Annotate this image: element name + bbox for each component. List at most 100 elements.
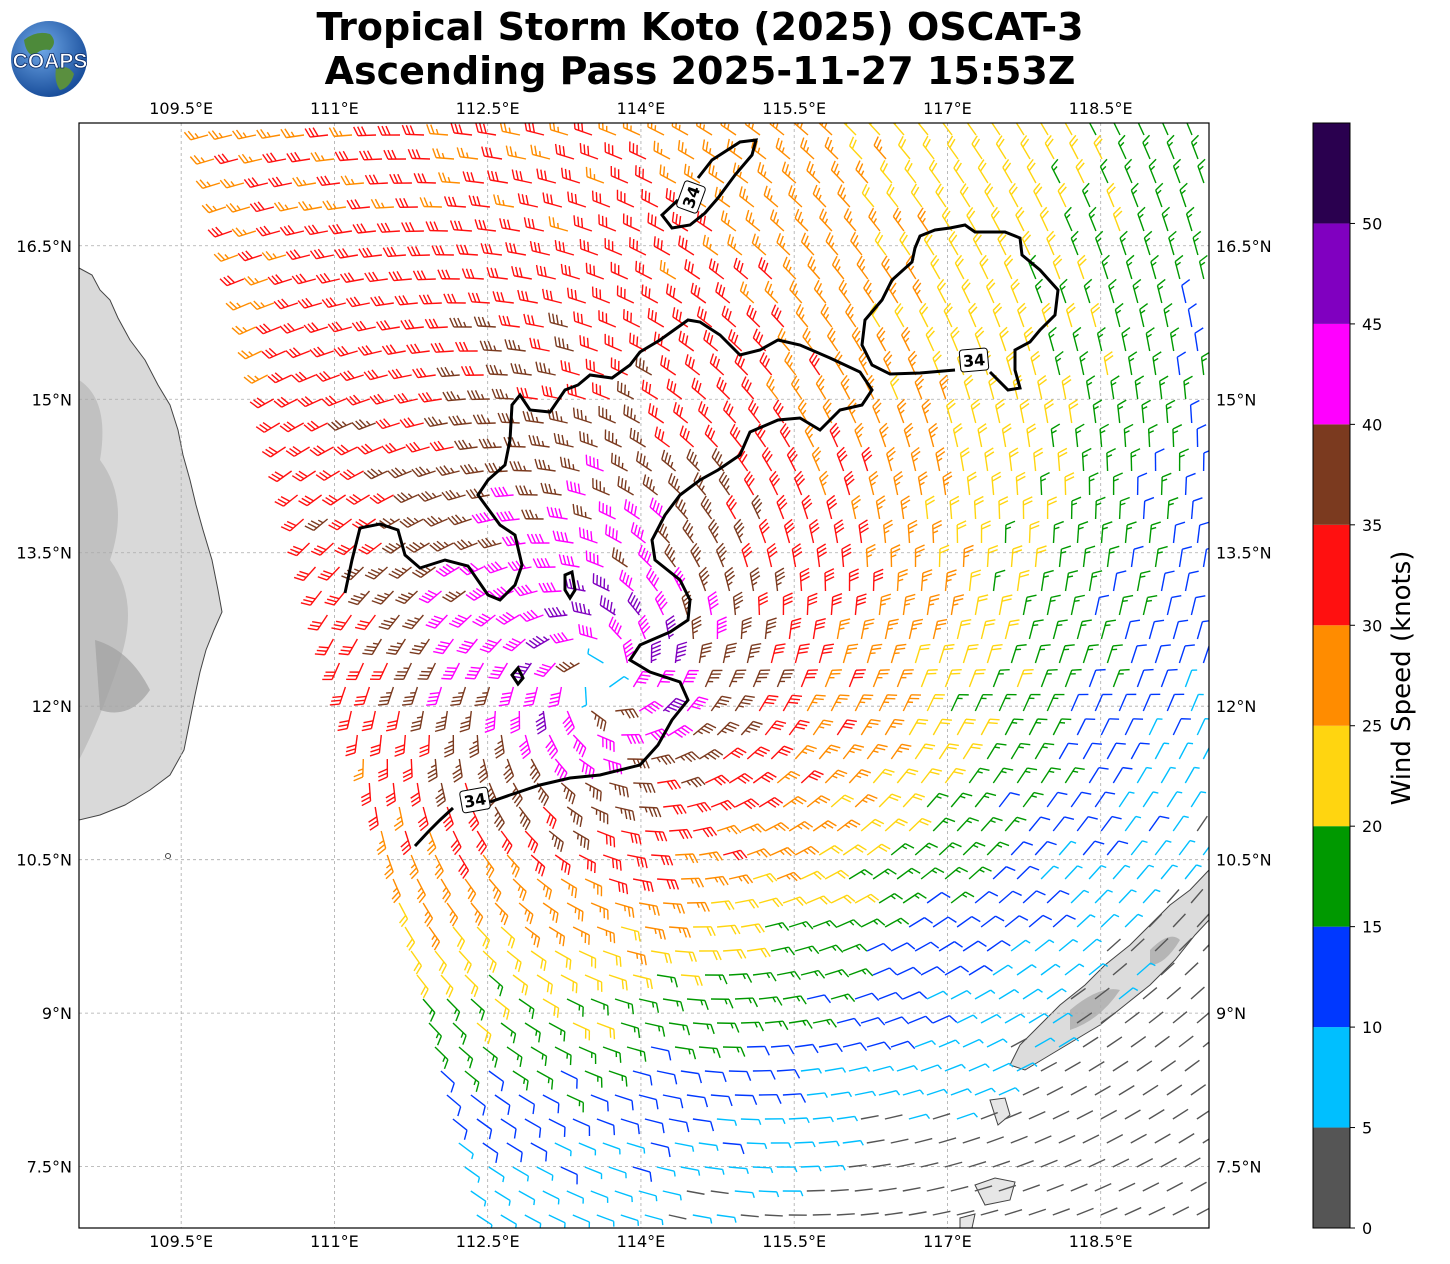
wind-barb (300, 590, 323, 606)
wind-barb (1190, 595, 1206, 616)
wind-barb (426, 124, 449, 136)
wind-barb (635, 260, 653, 280)
wind-barb (879, 160, 893, 184)
wind-barb (388, 270, 412, 282)
wind-barb (441, 489, 466, 501)
wind-barb (388, 566, 412, 579)
wind-barb (861, 446, 873, 472)
wind-barb (889, 374, 900, 400)
wind-barb (698, 642, 713, 664)
wind-barb (720, 210, 737, 232)
wind-barb (255, 225, 281, 237)
wind-barb (1058, 644, 1075, 664)
wind-barb (1172, 619, 1189, 640)
wind-barb (943, 302, 953, 328)
wind-barb (808, 518, 820, 544)
wind-barb (418, 294, 442, 305)
wind-barb (1197, 158, 1206, 184)
wind-barb (431, 245, 454, 256)
wind-barb (321, 297, 346, 309)
wind-barb (770, 304, 785, 328)
wind-barb (924, 495, 935, 520)
wind-barb (425, 221, 448, 232)
wind-barb (1117, 134, 1127, 160)
wind-barb (950, 326, 960, 352)
wind-barb (442, 590, 466, 603)
wind-barb (1004, 718, 1024, 736)
wind-barb (635, 451, 652, 472)
wind-barb (848, 568, 859, 592)
wind-barb (488, 662, 509, 680)
wind-barb (503, 758, 515, 784)
wind-barb (1136, 570, 1151, 592)
wind-barb (816, 543, 828, 568)
wind-barb (722, 747, 747, 760)
wind-barb (766, 542, 778, 568)
wind-barb (616, 285, 635, 304)
wind-barb (910, 183, 923, 208)
wind-barb (478, 438, 502, 449)
wind-barb (492, 291, 514, 304)
wind-barb (759, 352, 773, 376)
wind-barb (183, 130, 209, 141)
wind-barb (345, 493, 370, 505)
wind-barb (963, 374, 974, 400)
wind-barb (1076, 619, 1092, 640)
wind-barb (540, 482, 562, 496)
wind-barb (1130, 742, 1150, 760)
wind-barb (542, 192, 563, 208)
wind-barb (629, 332, 647, 352)
wind-barb (637, 614, 651, 640)
wind-barb (304, 518, 329, 532)
wind-barb (1165, 399, 1176, 424)
wind-barb (1016, 668, 1034, 688)
wind-barb (566, 480, 586, 496)
wind-barb (1052, 619, 1068, 640)
wind-barb (459, 463, 484, 475)
wind-barb (1083, 278, 1093, 304)
wind-barb (849, 136, 863, 160)
wind-barb (1079, 351, 1089, 376)
wind-barb (1111, 123, 1121, 136)
wind-barb (309, 248, 335, 260)
wind-barb (213, 252, 239, 262)
wind-barb (385, 782, 396, 807)
wind-barb (664, 543, 677, 568)
wind-barb (315, 370, 340, 382)
wind-barb (353, 686, 371, 706)
wind-barb (788, 719, 810, 736)
wind-barb (585, 262, 605, 280)
wind-barb (435, 782, 446, 808)
wind-barb (417, 662, 437, 680)
wind-barb (848, 669, 866, 688)
wind-barb (1028, 619, 1044, 640)
wind-barb (1196, 619, 1209, 640)
wind-barb (578, 527, 598, 544)
wind-barb (1172, 424, 1183, 448)
wind-barb (411, 566, 436, 579)
wind-barb (1034, 278, 1044, 304)
wind-barb (866, 643, 883, 664)
wind-barb (426, 686, 443, 706)
wind-barb (273, 396, 299, 408)
wind-barb (1121, 327, 1131, 352)
wind-barb (1002, 159, 1013, 184)
wind-barb (402, 758, 413, 782)
wind-barb (535, 361, 556, 376)
wind-barb (1181, 278, 1191, 304)
wind-barb (511, 266, 532, 280)
colorbar-bin (1313, 123, 1350, 224)
colorbar-bin (1313, 826, 1350, 927)
wind-barb (1008, 182, 1019, 208)
wind-barb (727, 234, 743, 256)
wind-barb (764, 720, 787, 736)
lat-tick-label: 10.5°N (16, 851, 72, 870)
wind-barb (604, 429, 622, 448)
wind-barb (672, 307, 689, 328)
wind-barb (441, 662, 461, 680)
wind-barb (977, 159, 989, 184)
wind-barb (666, 378, 683, 400)
wind-barb (696, 306, 713, 328)
wind-barb (894, 302, 905, 328)
lat-tick-label: 16.5°N (1216, 237, 1272, 256)
